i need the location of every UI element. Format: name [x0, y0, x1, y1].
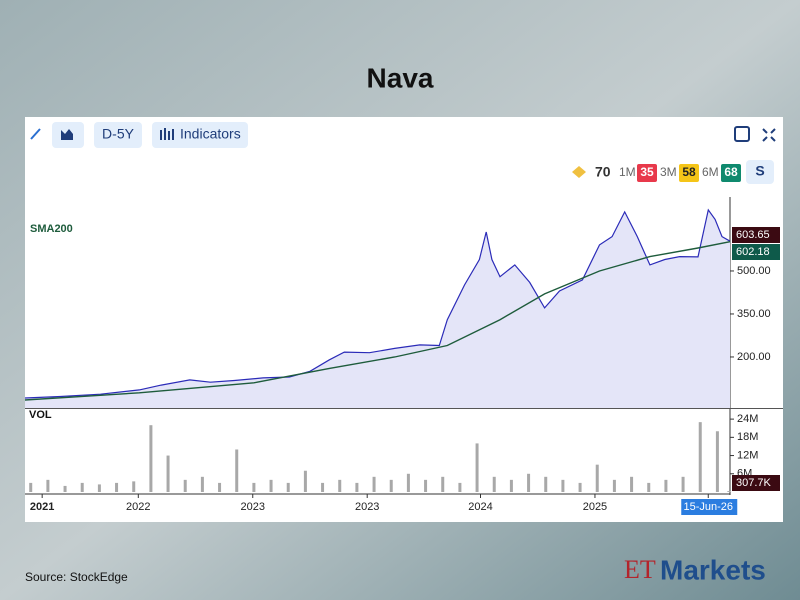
volume-bar: [303, 470, 307, 492]
volume-bar: [372, 476, 376, 492]
volume-bar: [595, 464, 599, 492]
volume-bar: [132, 481, 136, 492]
volume-bar: [406, 473, 410, 492]
y-tick-label: 350.00: [737, 308, 771, 320]
price-line: [24, 208, 731, 399]
volume-bar: [29, 482, 33, 492]
logo-et: ET: [624, 555, 656, 584]
sma-line: [24, 241, 731, 401]
volume-bar: [664, 479, 668, 492]
toolbar: D-5Y Indicators: [30, 122, 776, 148]
last-value-box: [732, 227, 780, 243]
last-volume-label: 307.7K: [736, 477, 772, 489]
x-tick-label: 2025: [583, 501, 607, 513]
volume-bar: [698, 422, 702, 492]
volume-bar: [338, 479, 342, 492]
period-label: 1M: [619, 165, 636, 179]
volume-bar: [509, 479, 513, 492]
volume-title: VOL: [29, 409, 52, 421]
price-area: [25, 209, 730, 408]
x-tick-label: 2021: [30, 501, 54, 513]
volume-bar: [269, 479, 273, 492]
s-button[interactable]: [746, 160, 774, 184]
logo-markets: Markets: [660, 554, 766, 585]
last-value-box: [732, 244, 780, 260]
volume-bar: [97, 484, 101, 492]
y-tick-label: 24M: [737, 413, 758, 425]
period-score-box: [637, 164, 657, 182]
last-volume-box: [732, 475, 780, 491]
date-box: [681, 499, 738, 515]
volume-bar: [63, 485, 67, 492]
volume-bar: [200, 476, 204, 492]
volume-bar: [46, 479, 50, 492]
x-tick-label: 2024: [468, 501, 492, 513]
last-value-label: 602.18: [736, 246, 770, 258]
x-tick-label: 15-Jun-26: [683, 501, 733, 513]
period-score: 35: [640, 165, 654, 179]
last-value-label: 603.65: [736, 229, 770, 241]
volume-bar: [527, 473, 531, 492]
range-button[interactable]: [94, 122, 142, 148]
volume-bar: [458, 482, 462, 492]
x-tick-label: 2023: [355, 501, 379, 513]
y-tick-label: 18M: [737, 431, 758, 443]
source: Source: StockEdge: [25, 570, 128, 584]
indicators-label: Indicators: [180, 126, 241, 142]
indicators-icon: [160, 128, 174, 140]
period-score-box: [679, 164, 699, 182]
volume-bar: [681, 476, 685, 492]
volume-bar: [475, 443, 479, 492]
period-label: 6M: [702, 165, 719, 179]
volume-bar: [578, 482, 582, 492]
period-label: 3M: [660, 165, 677, 179]
range-label: D-5Y: [102, 126, 135, 142]
volume-bar: [492, 476, 496, 492]
volume-bar: [715, 431, 719, 492]
legend-entry: SMA200: [30, 223, 73, 235]
volume-bar: [80, 482, 84, 492]
overall-score: 70: [595, 164, 611, 180]
volume-bar: [149, 425, 153, 492]
volume-bar: [561, 479, 565, 492]
period-score-box: [721, 164, 741, 182]
volume-bar: [166, 455, 170, 492]
volume-bar: [612, 479, 616, 492]
volume-bar: [218, 482, 222, 492]
page-title: Nava: [367, 62, 434, 93]
score-bar: 70 1M 35 3M 58 6M 68 S: [572, 160, 774, 184]
y-tick-label: 200.00: [737, 351, 771, 363]
y-tick-label: 500.00: [737, 265, 771, 277]
volume-bar: [115, 482, 119, 492]
volume-bar: [424, 479, 428, 492]
x-tick-label: 2023: [241, 501, 265, 513]
volume-bar: [235, 449, 239, 492]
volume-bar: [630, 476, 634, 492]
plot: 200.00350.00500.00603.65602.186M12M18M24…: [24, 197, 783, 515]
volume-bar: [355, 482, 359, 492]
volume-bar: [441, 476, 445, 492]
chart-type-icon: [61, 129, 73, 140]
draw-icon[interactable]: [30, 128, 41, 140]
save-button[interactable]: [734, 126, 750, 142]
volume-bar: [252, 482, 256, 492]
volume-bar: [647, 482, 651, 492]
period-score: 68: [724, 165, 738, 179]
volume-bar: [286, 482, 290, 492]
volume-bar: [389, 479, 393, 492]
x-tick-label: 2022: [126, 501, 150, 513]
s-button-label: S: [755, 163, 764, 179]
y-tick-label: 12M: [737, 449, 758, 461]
indicators-button[interactable]: [152, 122, 248, 148]
period-score: 58: [682, 165, 696, 179]
score-icon: [572, 166, 586, 178]
volume-bar: [727, 491, 731, 492]
volume-bar: [544, 476, 548, 492]
volume-bar: [321, 482, 325, 492]
volume-bar: [183, 479, 187, 492]
fullscreen-button[interactable]: [762, 128, 776, 142]
